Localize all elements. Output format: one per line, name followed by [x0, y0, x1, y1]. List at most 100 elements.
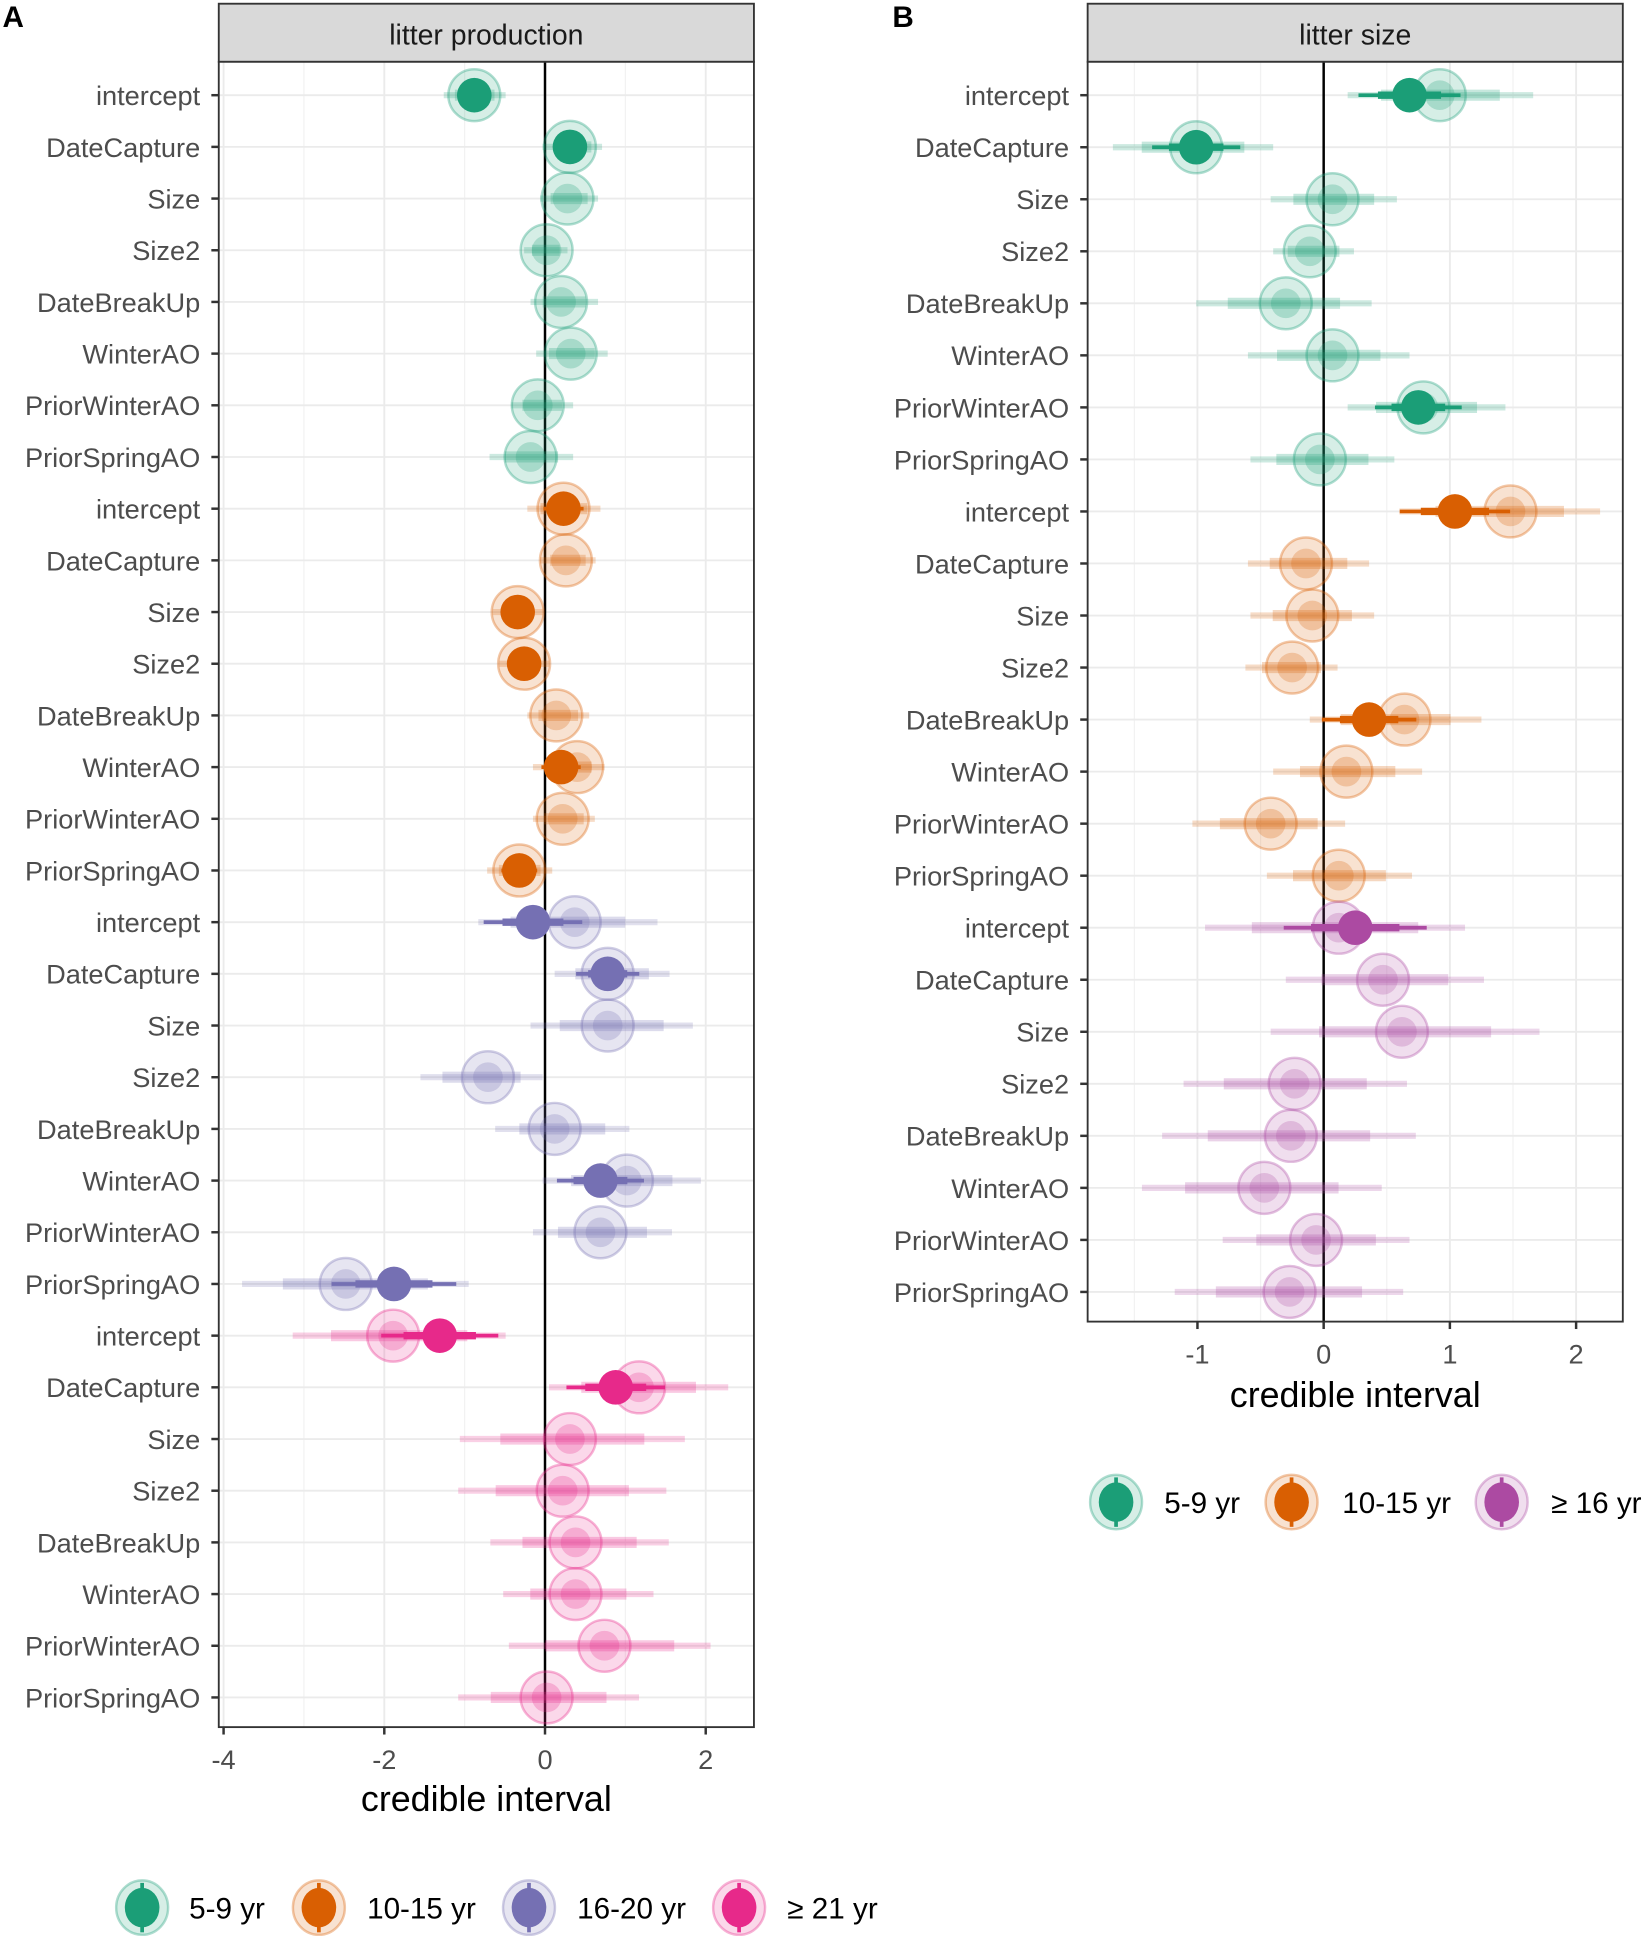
interval-mark — [1270, 172, 1397, 227]
interval-mark — [242, 1256, 469, 1312]
plot-background — [218, 61, 754, 1728]
interval-mark — [510, 378, 574, 433]
point-estimate — [552, 129, 588, 165]
legend-key-point — [124, 1887, 160, 1928]
faded-halo — [1267, 1056, 1322, 1112]
legend-item: 10-15 yr — [291, 1879, 476, 1937]
faded-halo — [1243, 796, 1298, 851]
interval-mark — [1399, 484, 1601, 539]
legend-item: 16-20 yr — [501, 1879, 686, 1937]
legend-item: 5-9 yr — [114, 1879, 265, 1937]
y-tick-label: Size2 — [132, 649, 200, 680]
y-tick-label: Size2 — [1001, 1069, 1069, 1100]
faded-point — [546, 287, 576, 317]
interval-mark — [1247, 328, 1410, 383]
legend-label: ≥ 21 yr — [787, 1893, 878, 1926]
interval-mark — [519, 223, 574, 278]
faded-halo — [548, 1515, 603, 1570]
faded-point — [1249, 1173, 1280, 1203]
y-tick-label: intercept — [96, 907, 201, 938]
interval-mark — [458, 1670, 640, 1725]
y-tick-label: PriorWinterAO — [894, 1225, 1069, 1256]
x-tick-label: 0 — [1316, 1339, 1331, 1370]
legend-label: ≥ 16 yr — [1551, 1487, 1642, 1520]
panel-letter: A — [2, 1, 23, 34]
y-tick-label: Size2 — [1001, 236, 1069, 267]
interval-mark — [542, 119, 603, 175]
faded-point — [547, 803, 578, 834]
faded-halo — [510, 378, 565, 433]
faded-halo — [1319, 744, 1374, 799]
faded-point — [531, 1682, 562, 1713]
interval-mark — [1273, 744, 1423, 799]
faded-halo — [519, 1670, 574, 1725]
interval-mark — [490, 1515, 669, 1570]
x-tick-label: 2 — [1569, 1339, 1584, 1370]
y-tick-label: DateCapture — [915, 132, 1069, 163]
faded-point — [592, 1010, 623, 1041]
interval-mark — [478, 894, 658, 950]
interval-mark — [1285, 952, 1484, 1007]
y-tick-label: intercept — [96, 1321, 201, 1352]
point-estimate — [376, 1266, 412, 1302]
y-tick-label: DateCapture — [915, 965, 1069, 996]
faded-halo — [542, 1411, 598, 1467]
faded-point — [515, 442, 546, 472]
interval-mark — [1347, 380, 1506, 435]
faded-halo — [1285, 588, 1340, 643]
y-tick-label: PriorWinterAO — [25, 1631, 200, 1662]
faded-point — [539, 1114, 570, 1144]
y-tick-label: DateBreakUp — [906, 288, 1069, 319]
interval-mark — [1196, 276, 1372, 331]
faded-point — [1291, 548, 1321, 579]
legend-label: 16-20 yr — [577, 1893, 686, 1926]
legend-label: 10-15 yr — [1342, 1487, 1451, 1520]
interval-mark — [292, 1308, 506, 1363]
y-tick-label: PriorSpringAO — [25, 442, 200, 473]
faded-point — [552, 183, 583, 214]
y-tick-label: DateCapture — [915, 548, 1069, 579]
faded-halo — [535, 791, 590, 846]
interval-mark — [1270, 1004, 1540, 1059]
faded-point — [1495, 496, 1526, 527]
faded-point — [1270, 288, 1301, 319]
x-tick-label: -1 — [1185, 1339, 1209, 1370]
interval-mark — [1112, 120, 1274, 175]
interval-mark — [496, 636, 552, 691]
faded-halo — [1263, 1108, 1319, 1164]
faded-point — [555, 338, 586, 369]
interval-mark — [542, 1153, 701, 1208]
y-tick-label: Size — [147, 1424, 200, 1455]
y-tick-label: Size — [147, 183, 200, 214]
interval-mark — [554, 946, 670, 1002]
interval-mark — [1266, 848, 1413, 903]
y-tick-label: Size2 — [1001, 652, 1069, 683]
faded-halo — [1278, 536, 1334, 591]
legend-item: 5-9 yr — [1088, 1473, 1240, 1531]
faded-point — [589, 1630, 620, 1661]
faded-halo — [1258, 276, 1313, 331]
interval-mark — [1174, 1264, 1404, 1320]
interval-mark — [530, 274, 599, 330]
faded-halo — [1355, 952, 1411, 1007]
facet-title: litter production — [389, 20, 583, 52]
point-estimate — [543, 749, 579, 785]
interval-mark — [532, 1205, 672, 1260]
faded-halo — [1288, 1212, 1344, 1268]
x-tick-label: 0 — [537, 1744, 552, 1775]
point-estimate — [598, 1370, 634, 1405]
y-tick-label: Size — [147, 1010, 200, 1041]
legend-label: 5-9 yr — [189, 1893, 265, 1926]
y-tick-label: DateCapture — [46, 132, 200, 163]
interval-mark — [508, 1618, 711, 1673]
faded-point — [1301, 1225, 1331, 1255]
faded-point — [1279, 1068, 1310, 1099]
faded-halo — [540, 171, 595, 226]
legend-item: 10-15 yr — [1264, 1473, 1451, 1531]
interval-mark — [549, 1360, 729, 1415]
faded-halo — [1305, 172, 1360, 227]
y-tick-label: WinterAO — [82, 1579, 200, 1610]
point-estimate — [515, 904, 551, 940]
interval-mark — [536, 326, 608, 381]
y-tick-label: PriorSpringAO — [894, 861, 1069, 892]
